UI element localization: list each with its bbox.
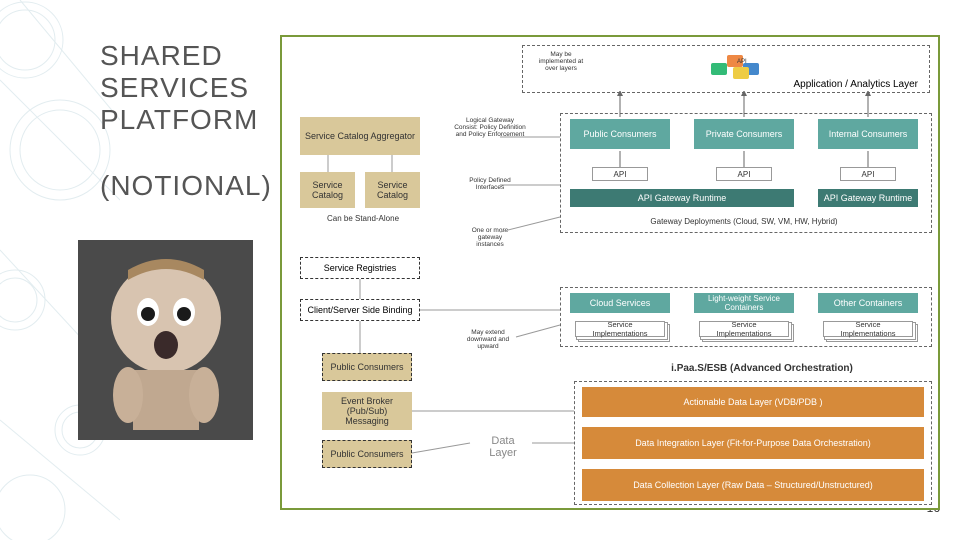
- arrows-api: [560, 149, 932, 169]
- data-layer-label: Data Layer: [474, 433, 532, 461]
- standalone-note: Can be Stand-Alone: [318, 212, 408, 225]
- gw-runtime-2: API Gateway Runtime: [818, 189, 918, 207]
- svg-text:API: API: [737, 59, 747, 65]
- registries: Service Registries: [300, 257, 420, 279]
- title-l3: PLATFORM: [100, 104, 258, 135]
- light-containers: Light-weight Service Containers: [694, 293, 794, 313]
- data-layers-container: [574, 381, 932, 505]
- title-l2: SERVICES: [100, 72, 249, 103]
- impl-2: Service Implementations: [699, 321, 789, 337]
- api-2: API: [716, 167, 772, 181]
- svc-catalog-2: Service Catalog: [365, 172, 420, 208]
- internal-consumers: Internal Consumers: [818, 119, 918, 149]
- aggregator: Service Catalog Aggregator: [300, 117, 420, 155]
- subtitle: (NOTIONAL): [100, 170, 272, 202]
- policy-note: Policy Defined Interfaces: [460, 175, 520, 193]
- public-consumers-3: Public Consumers: [322, 440, 412, 468]
- api-3: API: [840, 167, 896, 181]
- spread-note: May extend downward and upward: [460, 327, 516, 352]
- cloud-services: Cloud Services: [570, 293, 670, 313]
- binding: Client/Server Side Binding: [300, 299, 420, 321]
- other-containers: Other Containers: [818, 293, 918, 313]
- api-1: API: [592, 167, 648, 181]
- event-broker: Event Broker (Pub/Sub) Messaging: [322, 392, 412, 430]
- impl-3: Service Implementations: [823, 321, 913, 337]
- arrows-top: [560, 91, 932, 119]
- title-l1: SHARED: [100, 40, 223, 71]
- diagram-frame: May be implemented at over layers Applic…: [280, 35, 940, 510]
- public-consumers: Public Consumers: [570, 119, 670, 149]
- private-consumers: Private Consumers: [694, 119, 794, 149]
- note-top: May be implemented at over layers: [530, 49, 592, 74]
- instances-note: One or more gateway instances: [460, 225, 520, 250]
- gw-runtime-1: API Gateway Runtime: [570, 189, 794, 207]
- title: SHARED SERVICES PLATFORM: [100, 40, 258, 137]
- gw-deploy: Gateway Deployments (Cloud, SW, VM, HW, …: [570, 213, 918, 229]
- svc-catalog-1: Service Catalog: [300, 172, 355, 208]
- impl-1: Service Implementations: [575, 321, 665, 337]
- public-consumers-2: Public Consumers: [322, 353, 412, 381]
- api-blocks-icon: API: [705, 45, 775, 81]
- gateway-note: Logical Gateway Consist: Policy Definiti…: [450, 115, 530, 140]
- baby-image: [78, 240, 253, 440]
- ipaas: i.Paa.S/ESB (Advanced Orchestration): [602, 361, 922, 376]
